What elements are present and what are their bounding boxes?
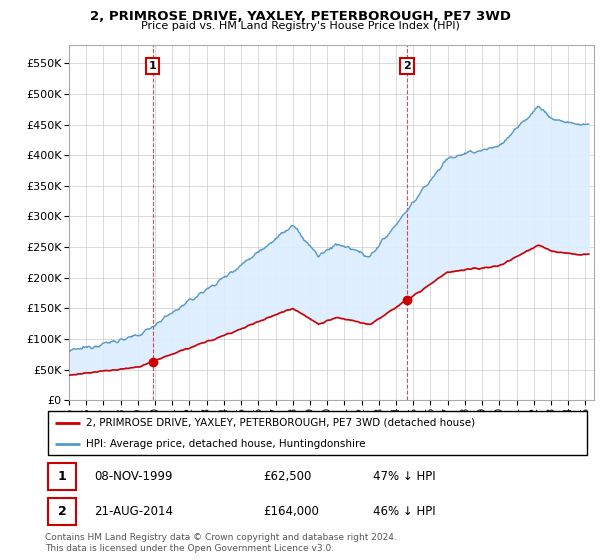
Text: 08-NOV-1999: 08-NOV-1999 — [94, 470, 173, 483]
Text: £62,500: £62,500 — [263, 470, 312, 483]
Text: 1: 1 — [149, 61, 157, 71]
Text: 47% ↓ HPI: 47% ↓ HPI — [373, 470, 435, 483]
Text: 46% ↓ HPI: 46% ↓ HPI — [373, 505, 435, 518]
FancyBboxPatch shape — [48, 412, 587, 455]
Text: 2, PRIMROSE DRIVE, YAXLEY, PETERBOROUGH, PE7 3WD: 2, PRIMROSE DRIVE, YAXLEY, PETERBOROUGH,… — [89, 10, 511, 23]
Text: Price paid vs. HM Land Registry's House Price Index (HPI): Price paid vs. HM Land Registry's House … — [140, 21, 460, 31]
Text: HPI: Average price, detached house, Huntingdonshire: HPI: Average price, detached house, Hunt… — [86, 439, 365, 449]
Text: £164,000: £164,000 — [263, 505, 319, 518]
Text: 2: 2 — [403, 61, 411, 71]
FancyBboxPatch shape — [48, 464, 76, 490]
FancyBboxPatch shape — [48, 498, 76, 525]
Text: 2, PRIMROSE DRIVE, YAXLEY, PETERBOROUGH, PE7 3WD (detached house): 2, PRIMROSE DRIVE, YAXLEY, PETERBOROUGH,… — [86, 418, 475, 428]
Text: 2: 2 — [58, 505, 67, 518]
Text: 1: 1 — [58, 470, 67, 483]
Text: Contains HM Land Registry data © Crown copyright and database right 2024.
This d: Contains HM Land Registry data © Crown c… — [45, 533, 397, 553]
Text: 21-AUG-2014: 21-AUG-2014 — [94, 505, 173, 518]
